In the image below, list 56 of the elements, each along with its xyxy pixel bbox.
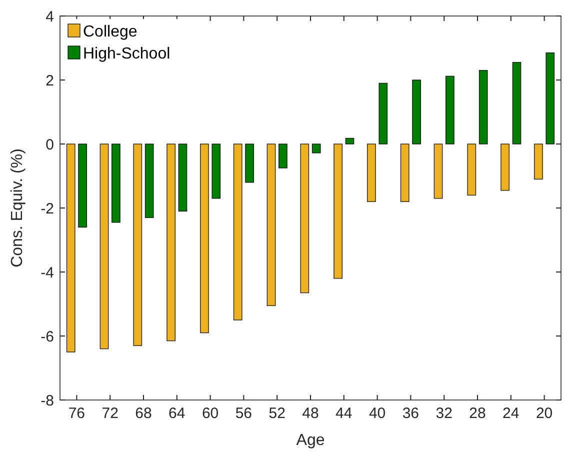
y-tick-label: -8 xyxy=(40,392,54,410)
bar xyxy=(278,144,288,168)
y-tick-label: -6 xyxy=(40,328,54,346)
x-tick-label: 44 xyxy=(336,405,352,422)
bar xyxy=(66,144,76,352)
x-axis-title: Age xyxy=(296,432,325,449)
bar xyxy=(467,144,476,196)
bar xyxy=(212,144,221,199)
x-tick-label: 72 xyxy=(102,405,118,422)
bar xyxy=(512,62,522,144)
bar xyxy=(245,144,254,183)
bar xyxy=(345,138,354,144)
y-tick-label: 2 xyxy=(46,72,54,90)
bar xyxy=(446,76,454,144)
bar xyxy=(534,144,543,180)
x-tick-label: 64 xyxy=(168,405,186,422)
x-tick-label: 60 xyxy=(202,405,219,422)
x-tick-label: 36 xyxy=(402,405,420,422)
bar xyxy=(367,144,376,202)
bar xyxy=(78,144,87,228)
bar xyxy=(500,144,510,191)
x-tick-label: 24 xyxy=(502,405,520,422)
bar xyxy=(546,52,555,144)
y-axis-title: Cons. Equiv. (%) xyxy=(9,148,26,268)
y-tick-label: -4 xyxy=(40,264,54,282)
x-tick-label: 56 xyxy=(235,405,252,422)
bar xyxy=(200,144,209,334)
bar xyxy=(178,144,188,212)
bar xyxy=(300,144,310,294)
bar xyxy=(400,144,410,202)
y-tick-label: 0 xyxy=(46,136,54,154)
bar xyxy=(378,82,388,144)
bar xyxy=(100,144,109,350)
x-tick-label: 32 xyxy=(436,405,452,422)
bar xyxy=(112,144,120,223)
bar xyxy=(233,144,242,320)
bar xyxy=(266,144,276,306)
bar xyxy=(434,144,443,199)
bar xyxy=(478,70,488,144)
bar xyxy=(312,144,321,154)
bar xyxy=(144,144,154,218)
bar xyxy=(166,144,176,342)
x-tick-label: 52 xyxy=(268,405,286,422)
y-tick-label: 4 xyxy=(46,8,54,26)
legend-label: College xyxy=(83,24,138,41)
legend-label: High-School xyxy=(83,46,170,63)
x-tick-label: 76 xyxy=(68,405,86,422)
x-tick-label: 48 xyxy=(302,405,319,422)
bar xyxy=(412,80,421,144)
x-tick-label: 28 xyxy=(469,405,486,422)
x-tick-label: 40 xyxy=(368,405,386,422)
bar xyxy=(133,144,142,346)
x-tick-label: 68 xyxy=(135,405,152,422)
bar xyxy=(334,144,342,279)
x-tick-label: 20 xyxy=(536,405,553,422)
y-tick-label: -2 xyxy=(40,200,54,218)
